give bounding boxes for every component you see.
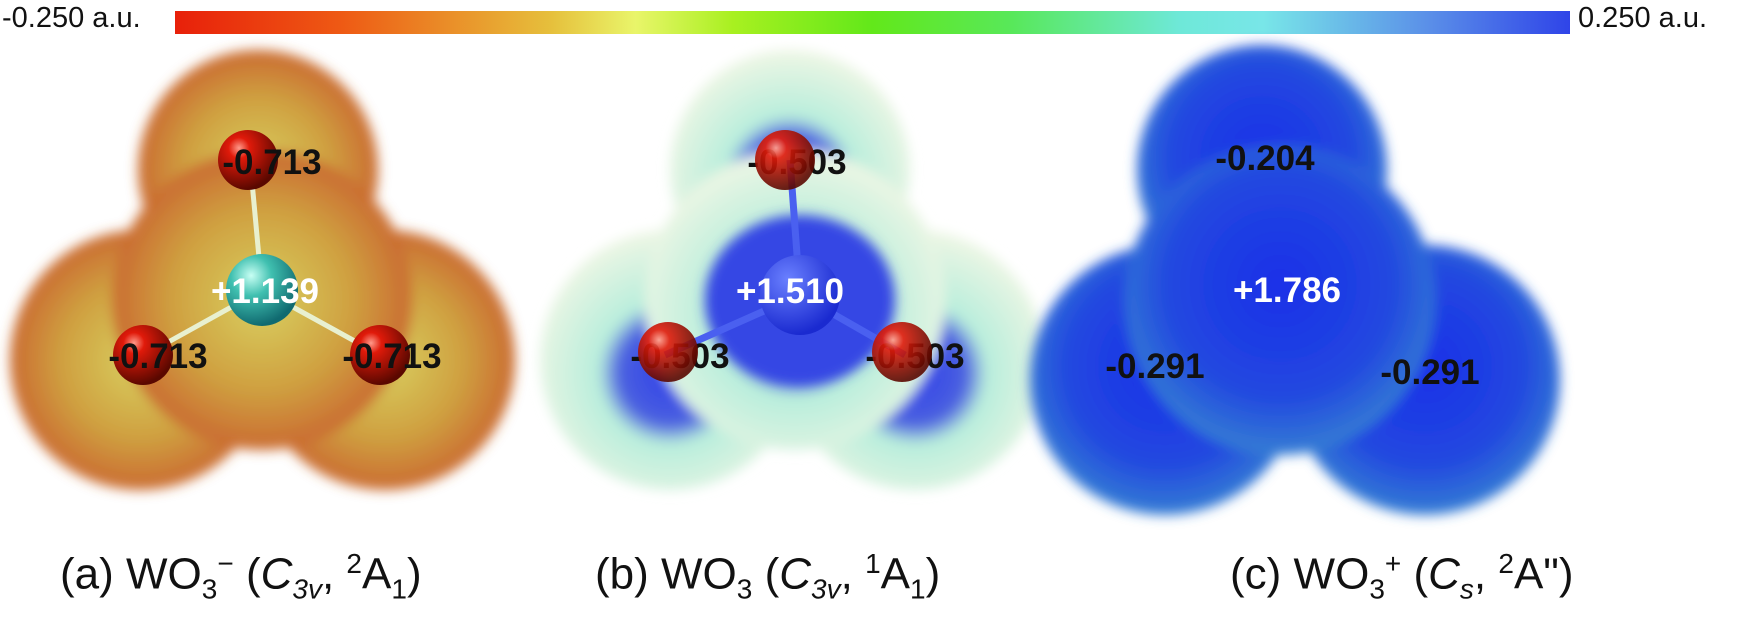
panel-a-w-charge: +1.139 [211,272,319,311]
panel-b-w-charge: +1.510 [736,272,844,311]
panel-b-w-atom [760,255,840,335]
colorbar-max-label: 0.250 a.u. [1578,2,1707,34]
panel-c-w-charge: +1.786 [1233,271,1341,310]
panel-c-o-charge: -0.291 [1380,353,1479,392]
panel-a-o-atom [113,325,173,385]
panel-a-w-atom [226,254,298,326]
panel-b-o-atom [638,322,698,382]
panel-a-o-atom [218,130,278,190]
esp-maps: +1.139 -0.713 -0.713 -0.713 -0.503 -0.50… [10,45,1560,515]
colorbar [175,11,1570,34]
panel-b-o-atom [872,322,932,382]
panel-a-o-charge: -0.713 [222,143,321,182]
colorbar-min-label: -0.250 a.u. [2,2,141,34]
panel-c-o-charge: -0.204 [1215,139,1315,178]
panel-a-caption: (a) WO3− (C3v, 2A1) [60,548,422,605]
panel-b-o-atom [755,130,815,190]
panel-b-caption: (b) WO3 (C3v, 1A1) [595,548,941,605]
panel-c-esp-surface [1030,45,1560,515]
panel-c-caption: (c) WO3+ (Cs, 2A") [1230,548,1574,605]
panel-c-o-charge: -0.291 [1105,347,1204,386]
panel-a-o-charge: -0.713 [108,337,207,376]
panel-a-o-charge: -0.713 [342,337,441,376]
panel-a-o-atom [350,325,410,385]
